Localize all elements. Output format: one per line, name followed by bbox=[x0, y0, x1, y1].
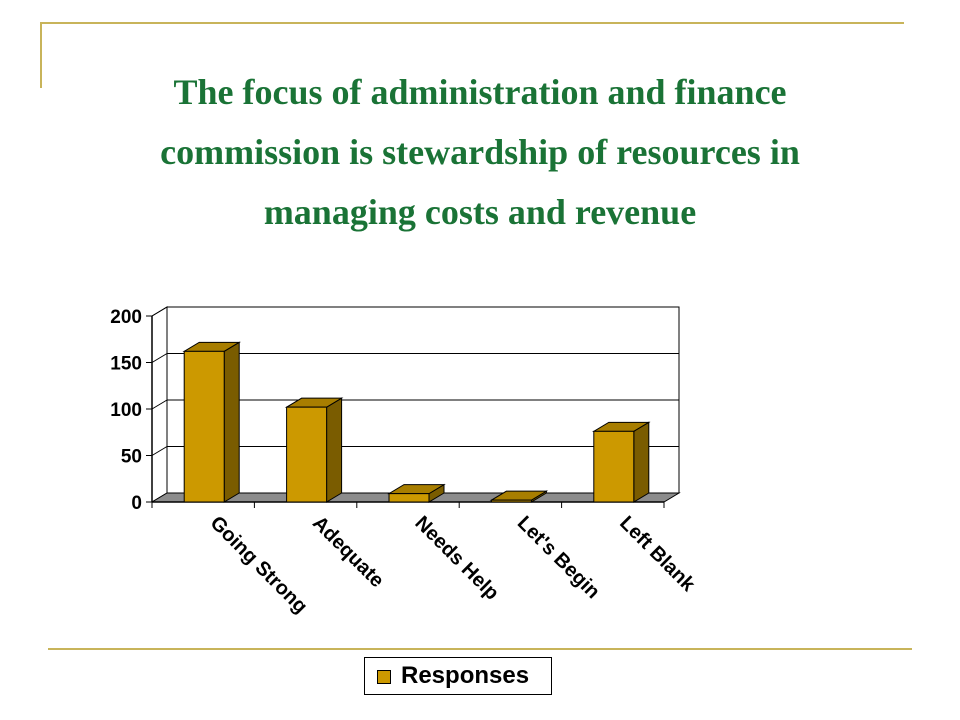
bar-4 bbox=[490, 499, 532, 503]
y-tick-label: 0 bbox=[131, 493, 142, 514]
bar-side bbox=[633, 421, 650, 503]
gridline-side bbox=[151, 399, 168, 410]
y-tick-label: 150 bbox=[110, 354, 142, 375]
bar-5 bbox=[593, 430, 635, 503]
frame-bottom-line bbox=[48, 648, 912, 650]
bar-side bbox=[223, 341, 240, 503]
title-line-2: commission is stewardship of resources i… bbox=[160, 132, 800, 172]
bar-3 bbox=[388, 493, 430, 503]
x-category-label: Needs Help bbox=[410, 512, 503, 605]
slide-title: The focus of administration and finance … bbox=[60, 62, 900, 242]
title-line-3: managing costs and revenue bbox=[263, 192, 697, 232]
title-line-1: The focus of administration and finance bbox=[173, 72, 787, 112]
x-category-label: Left Blank bbox=[615, 512, 700, 597]
bar-side bbox=[326, 397, 343, 503]
bar-2 bbox=[286, 406, 328, 503]
frame-left-line bbox=[40, 22, 42, 88]
x-category-label: Going Strong bbox=[206, 512, 312, 618]
y-tick-label: 50 bbox=[121, 447, 142, 468]
chart-legend: Responses bbox=[364, 657, 552, 695]
x-category-label: Adequate bbox=[308, 512, 388, 592]
y-tick-label: 100 bbox=[110, 400, 142, 421]
x-category-label: Let's Begin bbox=[513, 512, 604, 603]
bar-1 bbox=[183, 350, 225, 503]
legend-swatch bbox=[377, 670, 391, 684]
gridline-side bbox=[151, 353, 168, 363]
frame-top-line bbox=[40, 22, 904, 24]
y-tick-label: 200 bbox=[110, 307, 142, 328]
legend-label: Responses bbox=[401, 662, 530, 689]
gridline-side bbox=[151, 446, 168, 456]
gridline-side bbox=[151, 306, 168, 317]
